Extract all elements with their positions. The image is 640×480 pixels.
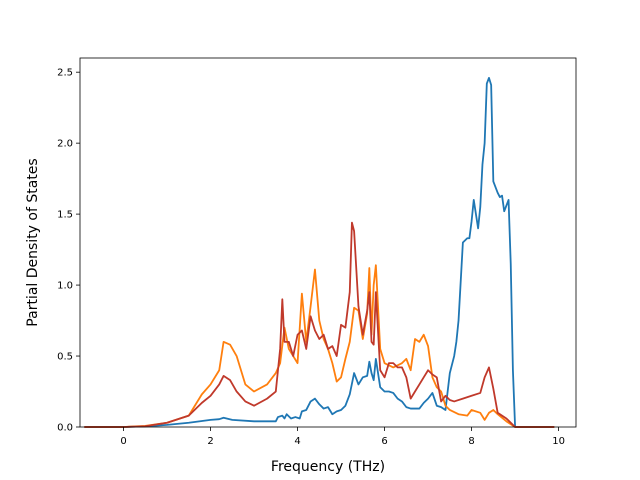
x-axis-label: Frequency (THz): [271, 459, 385, 475]
axes-frame: [79, 57, 577, 428]
x-tick-label: 6: [381, 436, 387, 447]
plot-area: [84, 76, 555, 428]
series-line-1: [84, 76, 555, 428]
x-tick-label: 10: [552, 436, 565, 447]
y-tick-label: 1.5: [57, 210, 73, 221]
x-tick-label: 8: [468, 436, 474, 447]
series-line-3: [84, 221, 555, 428]
y-tick-label: 0.0: [57, 423, 73, 434]
y-tick-label: 1.0: [57, 281, 73, 292]
y-tick-label: 0.5: [57, 352, 73, 363]
x-tick-label: 0: [120, 436, 126, 447]
series-line-2: [84, 264, 555, 428]
y-tick-label: 2.5: [57, 68, 73, 79]
x-axis: 0 2 4 6 8 10: [120, 427, 565, 447]
y-tick-label: 2.0: [57, 139, 73, 150]
y-axis-label: Partial Density of States: [25, 158, 41, 326]
x-tick-label: 4: [294, 436, 300, 447]
x-tick-label: 2: [207, 436, 213, 447]
y-axis: 0.0 0.5 1.0 1.5 2.0 2.5: [57, 68, 80, 434]
